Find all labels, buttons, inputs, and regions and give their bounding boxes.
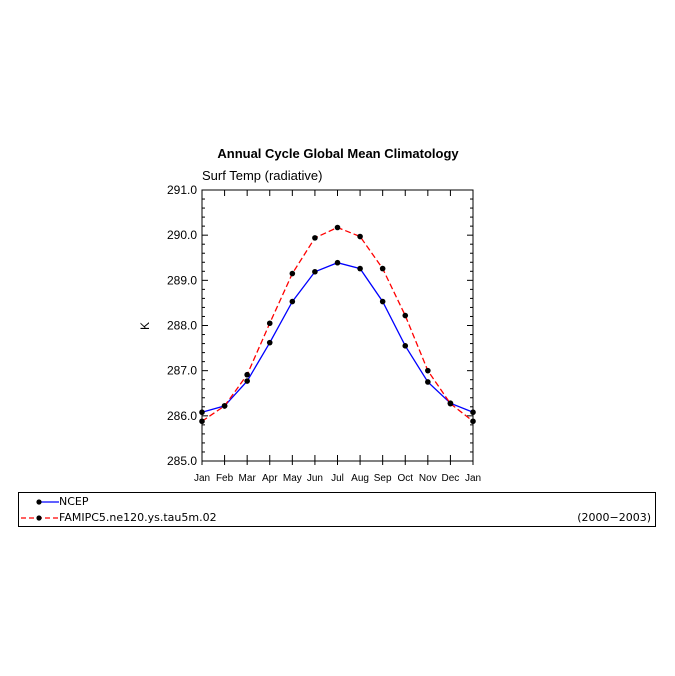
series-0-point (266, 339, 273, 346)
series-1-point (470, 418, 476, 425)
series-1-point (244, 371, 250, 378)
x-tick-label: Sep (374, 473, 392, 484)
series-0-point (244, 378, 250, 384)
series-0-point (312, 268, 318, 275)
series-0-point (470, 409, 476, 416)
x-tick-label: Jun (307, 473, 323, 484)
axis-ticks: 285.0 286.0 287.0 288.0 289.0 290.0 291.0 Jan Fe… (167, 183, 481, 484)
series-layer (199, 224, 476, 425)
series-line-0 (201, 262, 474, 413)
series-0-point (357, 265, 363, 272)
series-line-1 (201, 226, 474, 422)
chart-subtitle: Surf Temp (radiative) (202, 168, 322, 183)
series-1-point (402, 312, 409, 319)
series-0-point (425, 379, 431, 385)
y-tick-label: 287.0 (167, 364, 197, 378)
x-tick-label: Mar (239, 473, 257, 484)
x-tick-label: Nov (419, 473, 437, 484)
chart-title: Annual Cycle Global Mean Climatology (217, 146, 459, 161)
series-1-point (289, 270, 296, 277)
x-tick-label: Apr (262, 473, 278, 484)
series-1-point (357, 233, 363, 240)
legend-swatch-1 (21, 515, 59, 521)
series-0-point (379, 298, 386, 305)
y-tick-label: 288.0 (167, 319, 197, 333)
y-tick-label: 286.0 (167, 409, 197, 423)
series-1-point (312, 235, 318, 241)
y-tick-label: 285.0 (167, 454, 197, 468)
series-0-point (289, 298, 296, 305)
legend-entry-1: FAMIPC5.ne120.ys.tau5m.02 (2000−2003) (19, 510, 655, 526)
series-1-point (199, 418, 205, 425)
series-0-point (402, 343, 409, 349)
x-tick-label: Feb (216, 473, 234, 484)
line-chart: Annual Cycle Global Mean Climatology Sur… (138, 146, 481, 484)
series-1-point (334, 224, 341, 231)
y-tick-label: 291.0 (167, 183, 197, 197)
x-tick-label: Jan (465, 473, 481, 484)
x-tick-label: May (283, 473, 302, 484)
legend-label-1: FAMIPC5.ne120.ys.tau5m.02 (59, 511, 217, 524)
y-tick-label: 290.0 (167, 228, 197, 242)
x-tick-label: Jul (331, 473, 344, 484)
plot-frame (201, 189, 474, 462)
legend: NCEP FAMIPC5.ne120.ys.tau5m.02 (2000−200… (18, 492, 656, 527)
legend-label-0: NCEP (59, 495, 89, 508)
legend-period-1: (2000−2003) (577, 511, 651, 524)
series-1-point (379, 265, 386, 272)
series-1-point (221, 403, 228, 409)
x-tick-label: Jan (194, 473, 210, 484)
y-axis-label: K (138, 322, 152, 330)
series-0-point (334, 259, 341, 266)
legend-swatch-0 (36, 499, 59, 505)
x-tick-label: Aug (351, 473, 369, 484)
series-1-point (447, 400, 454, 407)
x-tick-label: Oct (397, 473, 413, 484)
y-tick-label: 289.0 (167, 273, 197, 287)
legend-entry-0: NCEP (19, 494, 655, 510)
series-0-point (199, 409, 205, 416)
x-tick-label: Dec (442, 473, 460, 484)
series-1-point (425, 367, 431, 374)
series-1-point (266, 320, 273, 327)
